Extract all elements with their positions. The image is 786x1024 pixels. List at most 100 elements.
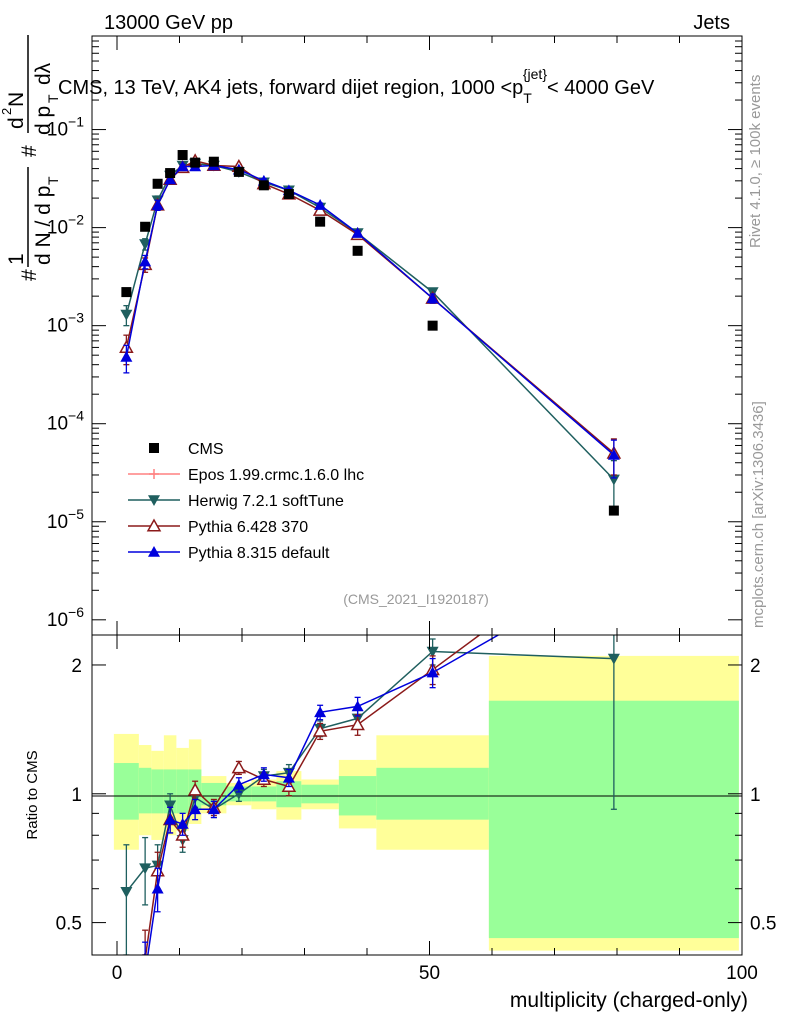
svg-text:dλ: dλ [32,62,55,85]
ratio-line [125,650,614,893]
data-point [165,168,176,179]
svg-text:#: # [18,145,41,157]
legend-item: Pythia 8.315 default [128,545,330,562]
ratio-y-tick-label: 2 [71,656,82,677]
data-point [120,350,133,362]
ratio-point [257,768,270,780]
analysis-id: (CMS_2021_I1920187) [343,591,489,607]
data-point [164,173,177,185]
legend-marker [148,546,160,557]
legend-marker [149,443,159,453]
ratio-y-tick-label: 1 [71,785,82,806]
legend-item: Pythia 6.428 370 [128,518,308,536]
series-herwig-7-2-1-softtune [120,158,620,515]
ratio-y-tick-label-right: 1 [750,785,761,806]
main-y-tick-label: 10−2 [47,212,84,239]
main-y-tick-label: 10−1 [47,114,84,141]
ratio-point [314,706,327,718]
ratio-series-group [120,635,620,979]
ratio-point [176,817,189,829]
data-point [152,178,163,189]
svg-text:T: T [45,176,61,185]
ratio-panel: 0.5 0.5 1 1 2 2 0 50 100 [56,634,776,984]
ratio-point [426,666,439,678]
uncertainty-band-inner [138,767,152,814]
ratio-y-tick-label: 0.5 [56,914,82,935]
ratio-point [350,717,365,731]
legend-label: Pythia 6.428 370 [188,519,308,536]
main-y-axis-label: # 1 d N / d p T # d 2 N d p T dλ [0,35,61,281]
svg-text:d N / d p: d N / d p [32,186,55,265]
data-point [426,292,439,304]
ratio-point [187,782,203,796]
legend-label: CMS [188,441,224,458]
series-cms [121,150,619,516]
x-tick-label: 0 [112,963,123,984]
ratio-point [231,760,247,774]
ratio-point [139,863,152,875]
data-point [283,189,294,200]
x-tick-label: 50 [419,963,440,984]
category-label: Jets [693,12,730,34]
ratio-point [139,968,151,979]
uncertainty-band-inner [301,784,339,804]
legend-item: CMS [149,441,224,458]
series-pythia-6-428-370 [119,153,622,476]
svg-text:N: N [5,92,28,107]
series-pythia-8-315-default [120,159,620,479]
uncertainty-band-inner [376,767,489,820]
uncertainty-band-inner [176,769,189,814]
legend-item: Epos 1.99.crmc.1.6.0 lhc [128,467,364,484]
svg-text:T: T [45,94,61,103]
legend-label: Epos 1.99.crmc.1.6.0 lhc [188,467,364,484]
x-tick-label: 100 [726,963,758,984]
uncertainty-band-inner [151,769,164,814]
ratio-point [282,771,295,783]
plot-title: CMS, 13 TeV, AK4 jets, forward dijet reg… [58,66,655,106]
svg-text:d: d [5,117,28,129]
main-y-tick-label: 10−5 [47,506,84,533]
ratio-point [426,646,439,658]
ratio-point [351,700,364,712]
ratio-point [164,800,177,812]
uncertainty-band-inner [113,763,139,820]
ratio-point [120,887,133,898]
data-point [139,239,152,251]
data-point [607,448,620,460]
energy-label: 13000 GeV pp [104,12,233,34]
legend-label: Pythia 8.315 default [188,545,330,562]
series-line [125,162,615,481]
legend-label: Herwig 7.2.1 softTune [188,493,344,510]
ratio-frame [91,634,743,956]
legend-item: Herwig 7.2.1 softTune [128,493,344,510]
ratio-point [232,778,245,790]
ratio-point [312,723,328,737]
data-point [608,505,619,516]
main-panel: 10−6 10−5 10−4 10−3 10−2 10−1 [47,35,743,636]
data-point [140,221,151,232]
uncertainty-band-inner [201,782,227,806]
x-axis-label: multiplicity (charged-only) [510,989,748,1012]
data-point [151,199,164,210]
ratio-point [607,653,620,665]
ratio-point [189,803,202,815]
legend-marker [146,518,162,532]
uncertainty-band-inner [251,786,277,802]
data-point [176,160,189,172]
main-y-tick-label: 10−3 [47,310,84,337]
svg-text:d p: d p [32,106,55,135]
ratio-point [207,803,220,815]
ratio-series-pythia-8-315-default [139,635,499,979]
ratio-point [164,813,177,825]
ratio-y-tick-label-right: 0.5 [750,914,776,935]
data-point [351,227,364,238]
ratio-y-axis-label: Ratio to CMS [24,750,41,839]
data-point [121,287,132,298]
main-y-tick-label: 10−6 [47,604,84,631]
data-point [258,180,269,191]
data-point [233,166,244,177]
legend-marker [148,495,160,506]
data-point [177,150,188,161]
data-point [120,309,133,321]
ratio-y-tick-label-right: 2 [750,656,761,677]
